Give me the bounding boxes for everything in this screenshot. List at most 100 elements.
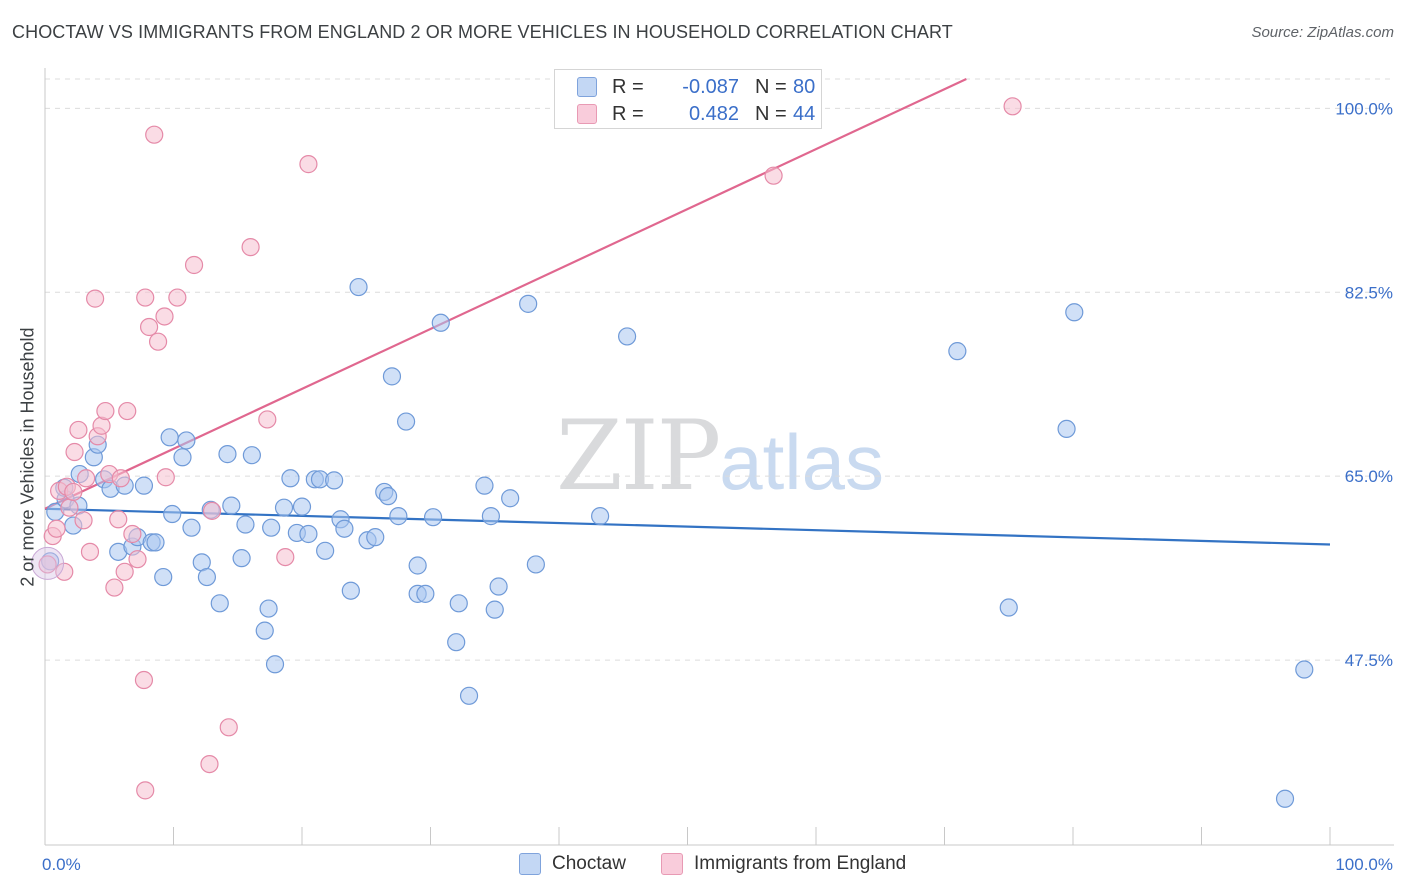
choctaw-point xyxy=(449,594,468,613)
england-point xyxy=(128,550,147,569)
axis-layer xyxy=(44,68,1394,846)
choctaw-point xyxy=(182,518,201,537)
choctaw-point xyxy=(459,686,479,705)
choctaw-point xyxy=(475,476,494,495)
choctaw-point xyxy=(255,621,274,640)
choctaw-point xyxy=(274,498,294,517)
england-point xyxy=(139,317,159,337)
watermark-atlas: atlas xyxy=(719,418,884,506)
y-tick-label: 82.5% xyxy=(1345,283,1393,302)
choctaw-point xyxy=(177,431,196,450)
choctaw-point xyxy=(447,633,466,652)
england-point xyxy=(55,562,74,581)
stats-legend: R = -0.087 N = 80 R = 0.482 N = 44 xyxy=(554,69,822,129)
england-point xyxy=(80,542,100,561)
legend-r-value: -0.087 xyxy=(682,76,739,98)
choctaw-point xyxy=(999,598,1018,617)
england-point xyxy=(168,288,187,307)
legend-n-value: 44 xyxy=(793,103,816,125)
legend-r-label: R = xyxy=(612,103,644,125)
choctaw-point xyxy=(281,469,300,488)
y-tick-label: 100.0% xyxy=(1335,99,1393,118)
england-point xyxy=(155,307,174,326)
choctaw-point xyxy=(146,533,165,552)
england-point xyxy=(105,578,124,597)
choctaw-point xyxy=(292,497,312,516)
england-point xyxy=(47,519,66,538)
choctaw-point xyxy=(423,508,443,527)
choctaw-point xyxy=(222,496,241,515)
legend-swatch-england xyxy=(577,104,597,124)
england-point xyxy=(764,166,783,185)
legend-n-value: 80 xyxy=(793,76,816,98)
choctaw-point xyxy=(134,476,154,495)
choctaw-point xyxy=(396,412,416,431)
choctaw-point xyxy=(389,507,408,526)
y-tick-label: 65.0% xyxy=(1345,467,1393,486)
england-point xyxy=(200,754,219,774)
choctaw-point xyxy=(160,428,179,447)
choctaw-point xyxy=(262,518,281,537)
point-layer xyxy=(31,97,1314,808)
england-point xyxy=(136,781,155,800)
legend-n-label: N = xyxy=(755,76,787,98)
choctaw-point xyxy=(431,313,450,332)
x-tick-label: 0.0% xyxy=(42,855,81,874)
england-point xyxy=(115,562,134,581)
england-point xyxy=(1003,97,1022,116)
legend-swatch-choctaw xyxy=(577,77,597,97)
england-point xyxy=(123,524,142,544)
england-point xyxy=(77,469,96,488)
choctaw-point xyxy=(416,584,435,603)
choctaw-point xyxy=(349,277,368,297)
choctaw-point xyxy=(236,515,255,534)
england-point xyxy=(38,555,57,574)
choctaw-point xyxy=(485,600,504,619)
england-point xyxy=(148,332,168,351)
choctaw-point xyxy=(1275,789,1295,808)
grid-layer xyxy=(45,78,1394,661)
choctaw-point xyxy=(197,567,217,587)
england-point xyxy=(134,670,154,690)
choctaw-point xyxy=(154,567,173,587)
choctaw-point xyxy=(341,581,360,600)
bottom-legend-label-choctaw: Choctaw xyxy=(552,853,626,874)
choctaw-point xyxy=(948,342,967,361)
watermark: ZIPatlas xyxy=(556,400,884,512)
england-point xyxy=(69,420,88,440)
choctaw-point xyxy=(299,524,318,544)
cluster-point xyxy=(31,546,65,580)
choctaw-point xyxy=(408,556,427,575)
choctaw-point xyxy=(382,367,402,386)
choctaw-point xyxy=(210,594,229,613)
bottom-legend-swatch-england xyxy=(661,853,683,875)
legend-r-label: R = xyxy=(612,76,644,98)
choctaw-point xyxy=(1057,419,1076,439)
y-axis-label: 2 or more Vehicles in Household xyxy=(17,327,38,587)
choctaw-point xyxy=(1295,660,1314,679)
choctaw-point xyxy=(242,446,261,465)
choctaw-point xyxy=(489,577,508,596)
choctaw-point xyxy=(259,599,278,618)
england-point xyxy=(202,501,222,520)
england-point xyxy=(96,401,115,421)
england-point xyxy=(109,510,128,529)
choctaw-point xyxy=(335,519,354,538)
choctaw-point xyxy=(163,504,182,524)
choctaw-point xyxy=(481,507,500,526)
england-point xyxy=(118,401,137,421)
choctaw-point xyxy=(316,541,335,560)
england-trend-line xyxy=(44,78,967,510)
england-point xyxy=(86,289,105,308)
choctaw-point xyxy=(232,549,251,568)
england-point xyxy=(65,442,84,462)
england-point xyxy=(60,498,79,517)
x-tick-label: 100.0% xyxy=(1335,855,1393,874)
legend-n-label: N = xyxy=(755,103,787,125)
england-point xyxy=(111,469,130,488)
legend-r-value: 0.482 xyxy=(688,103,739,125)
choctaw-point xyxy=(591,507,610,526)
choctaw-trend-line xyxy=(44,507,1331,546)
trend-layer xyxy=(44,78,1331,546)
